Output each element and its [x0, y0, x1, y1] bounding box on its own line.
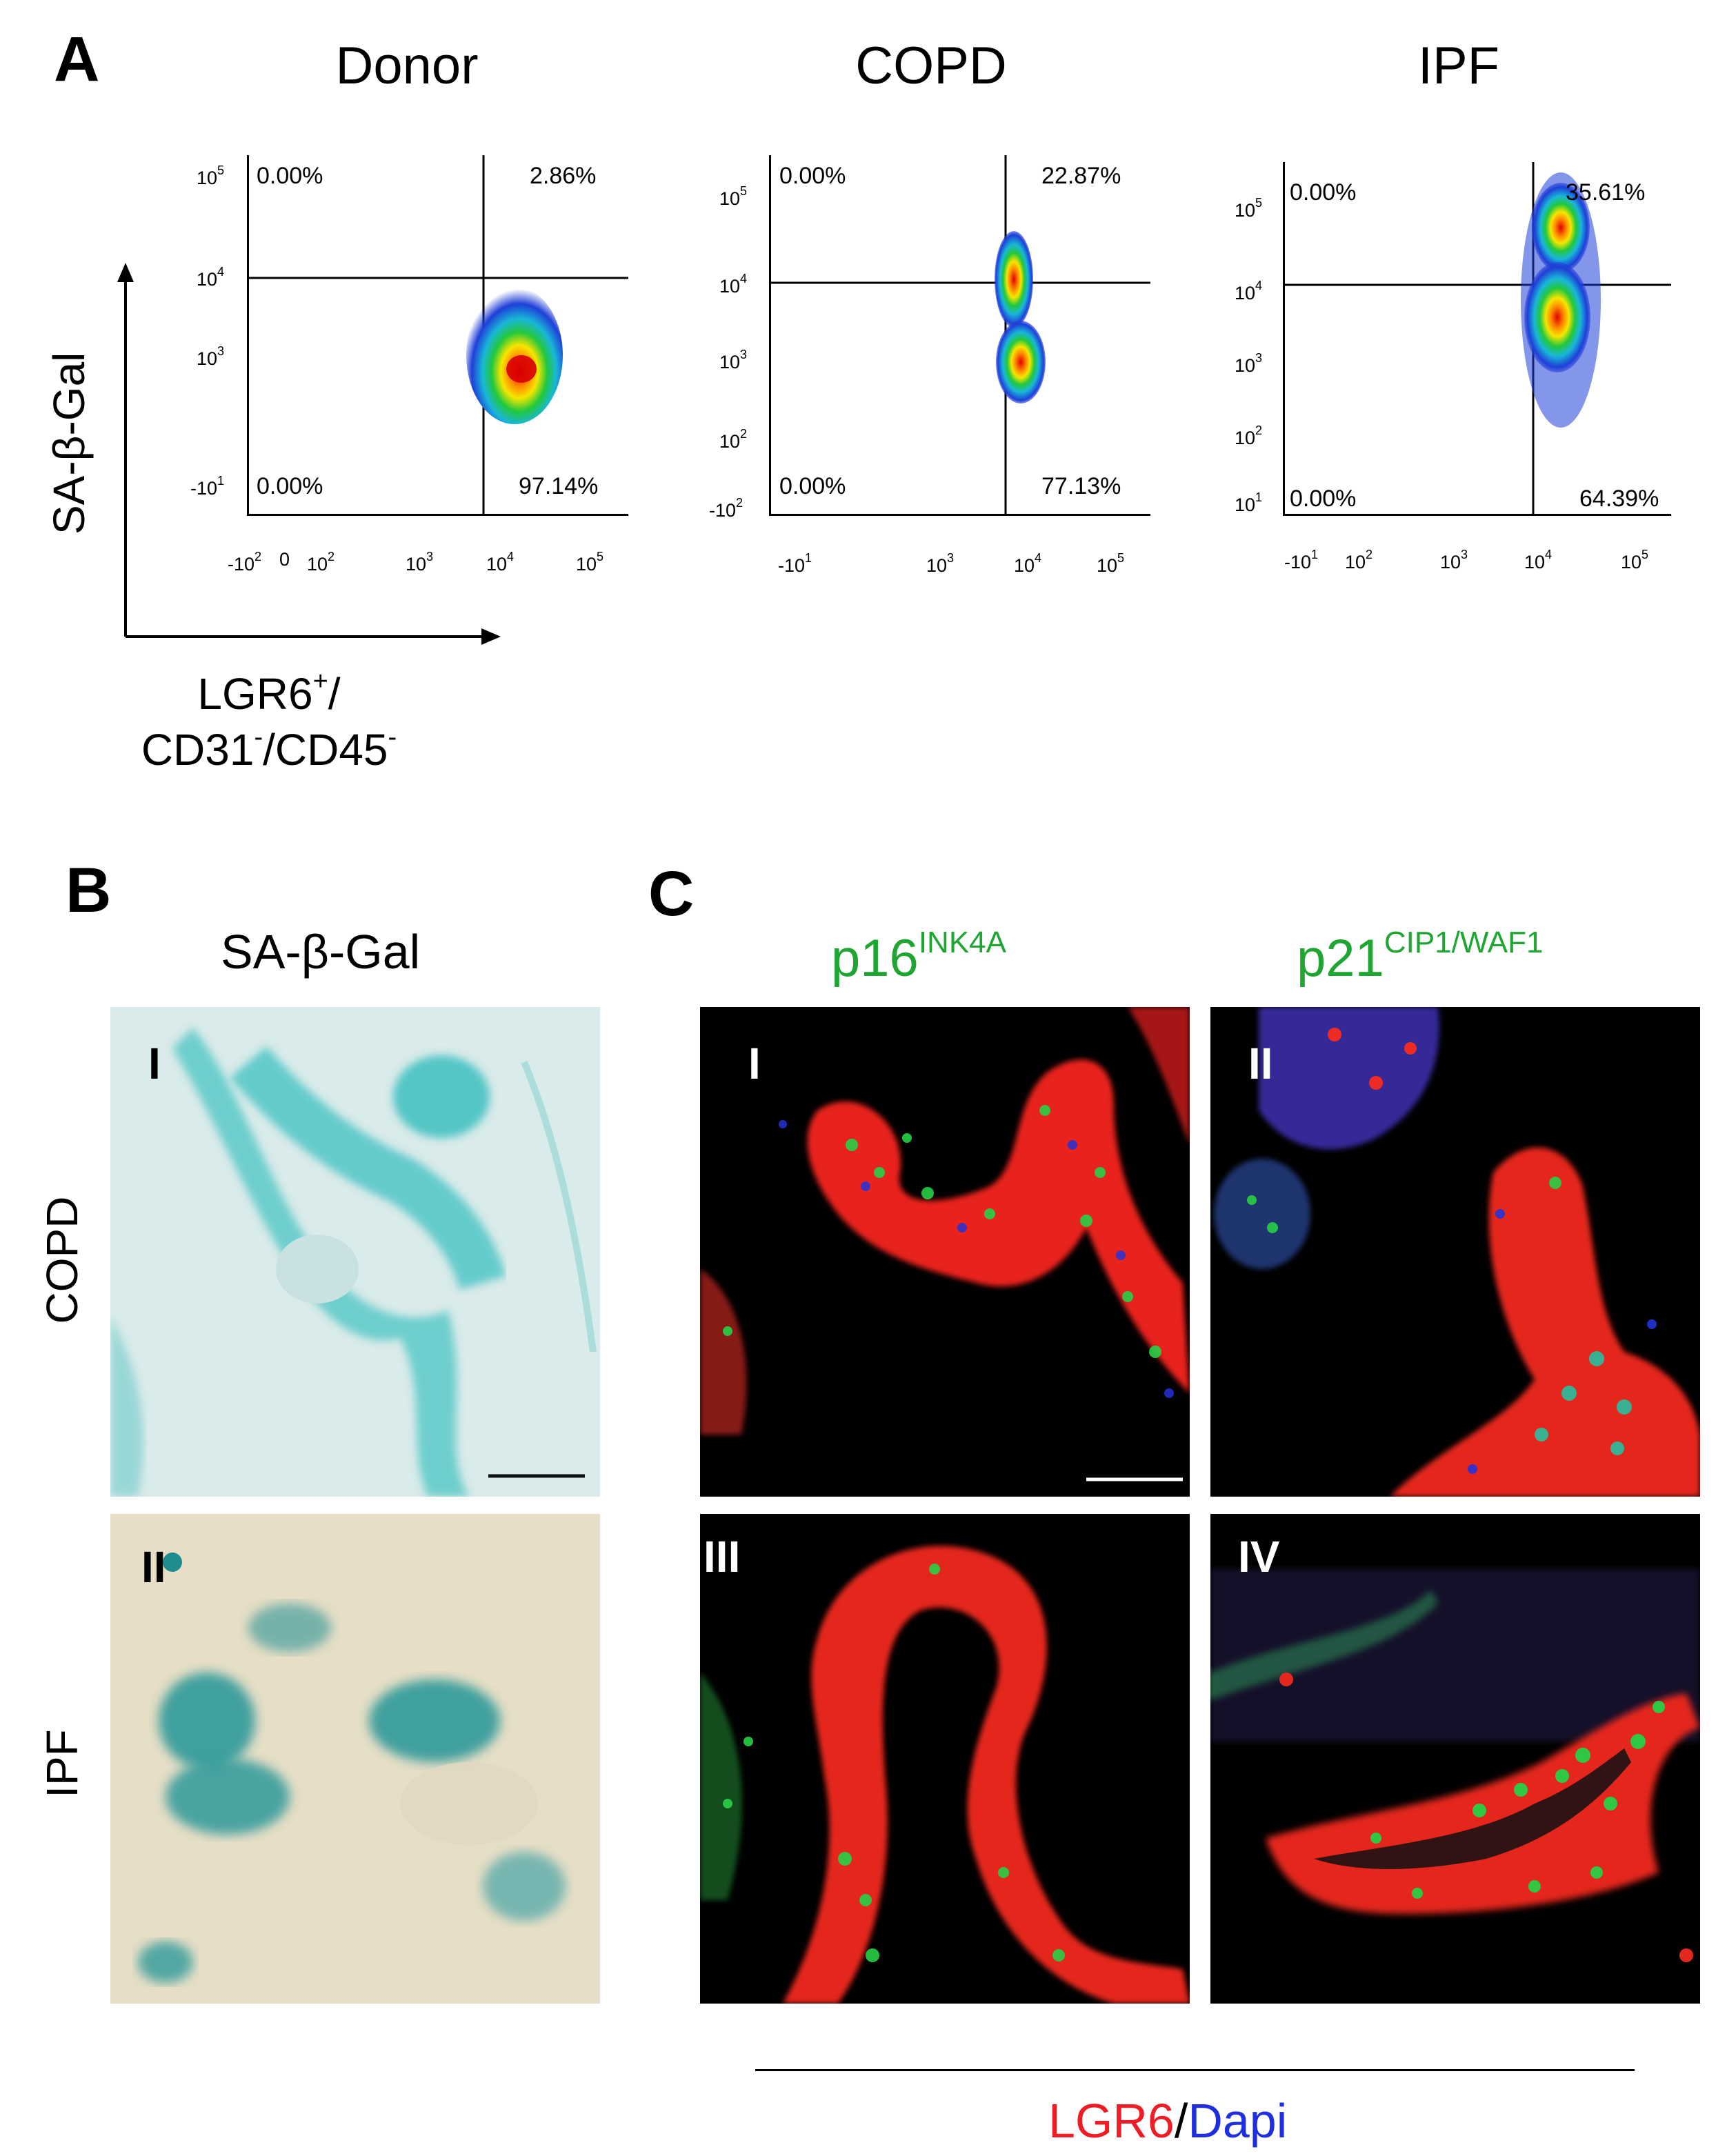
y-tick: 105 — [719, 184, 748, 209]
x-tick: 105 — [1621, 548, 1649, 572]
flow-plot-copd — [769, 155, 1150, 516]
y-tick: 104 — [719, 272, 748, 297]
image-label-iv: IV — [1238, 1532, 1280, 1581]
q-lr-ipf: 64.39% — [1579, 486, 1659, 512]
y-tick: 102 — [719, 427, 748, 452]
q-ll-copd: 0.00% — [779, 473, 846, 499]
y-tick: 105 — [1235, 196, 1263, 221]
x-tick: 0 — [279, 549, 290, 570]
image-label-iii: III — [703, 1532, 741, 1581]
axis-arrows — [117, 263, 501, 645]
q-ur-donor: 2.86% — [530, 163, 597, 189]
col-title-p21: p21CIP1/WAF1 — [1297, 926, 1544, 988]
legend-lgr6: LGR6 — [1048, 2094, 1175, 2148]
panel-b-letter: B — [66, 855, 112, 926]
q-lr-donor: 97.14% — [519, 473, 599, 499]
y-tick: 101 — [1235, 490, 1263, 515]
image-label-ii: II — [1248, 1039, 1273, 1088]
q-ul-ipf: 0.00% — [1290, 179, 1357, 206]
q-ur-copd: 22.87% — [1041, 163, 1121, 189]
q-ul-copd: 0.00% — [779, 163, 846, 189]
y-tick: 103 — [197, 344, 225, 369]
x-tick: 102 — [307, 550, 335, 575]
x-tick: -101 — [1284, 548, 1319, 572]
y-tick: 103 — [719, 348, 748, 372]
y-tick: 104 — [197, 265, 225, 290]
plot-title-ipf: IPF — [1417, 37, 1500, 95]
plot-title-copd: COPD — [855, 37, 1007, 95]
panel-a-letter: A — [54, 24, 100, 94]
flow-plot-donor — [247, 155, 628, 516]
x-tick: 102 — [1345, 548, 1373, 572]
image-label-ii: II — [141, 1542, 166, 1592]
panel-b-title: SA-β-Gal — [221, 925, 421, 979]
panel-c-divider — [755, 2069, 1635, 2071]
flow-plot-ipf — [1283, 162, 1671, 516]
q-ur-ipf: 35.61% — [1566, 179, 1646, 206]
y-axis-label: SA-β-Gal — [44, 352, 94, 535]
x-tick: 105 — [576, 550, 604, 575]
if-image-iv: IV — [1210, 1514, 1700, 2004]
plot-title-donor: Donor — [335, 37, 479, 95]
x-tick: 103 — [406, 550, 434, 575]
x-tick: 105 — [1097, 551, 1125, 576]
x-axis-label: LGR6+/ CD31-/CD45- — [141, 667, 397, 775]
if-image-iii: III — [700, 1514, 1190, 2004]
q-ul-donor: 0.00% — [257, 163, 323, 189]
row-label-ipf: IPF — [37, 1729, 87, 1798]
y-tick: 105 — [197, 163, 225, 188]
stain-legend: LGR6/Dapi — [1048, 2094, 1288, 2148]
y-tick: -102 — [709, 496, 743, 521]
q-lr-copd: 77.13% — [1041, 473, 1121, 499]
q-ll-donor: 0.00% — [257, 473, 323, 499]
col-title-p16: p16INK4A — [831, 926, 1006, 988]
sa-beta-gal-image-ipf: II — [110, 1514, 600, 2004]
x-tick: 104 — [1014, 551, 1042, 576]
y-tick: 104 — [1235, 279, 1263, 303]
x-tick: -102 — [228, 550, 262, 575]
y-tick: 103 — [1235, 351, 1263, 376]
x-tick: 103 — [1440, 548, 1468, 572]
y-tick: 102 — [1235, 423, 1263, 448]
y-tick: -101 — [190, 474, 225, 499]
panel-c-letter: C — [648, 859, 695, 929]
x-tick: -101 — [778, 551, 812, 576]
image-label-i: I — [148, 1039, 161, 1088]
row-label-copd: COPD — [37, 1196, 87, 1324]
sa-beta-gal-image-copd: I — [110, 1007, 600, 1497]
if-image-ii: II — [1210, 1007, 1700, 1497]
x-tick: 104 — [1524, 548, 1553, 572]
q-ll-ipf: 0.00% — [1290, 486, 1357, 512]
if-image-i: I — [700, 1007, 1190, 1497]
x-tick: 104 — [486, 550, 515, 575]
legend-dapi: Dapi — [1188, 2094, 1288, 2148]
x-tick: 103 — [926, 551, 955, 576]
image-label-i: I — [748, 1039, 761, 1088]
